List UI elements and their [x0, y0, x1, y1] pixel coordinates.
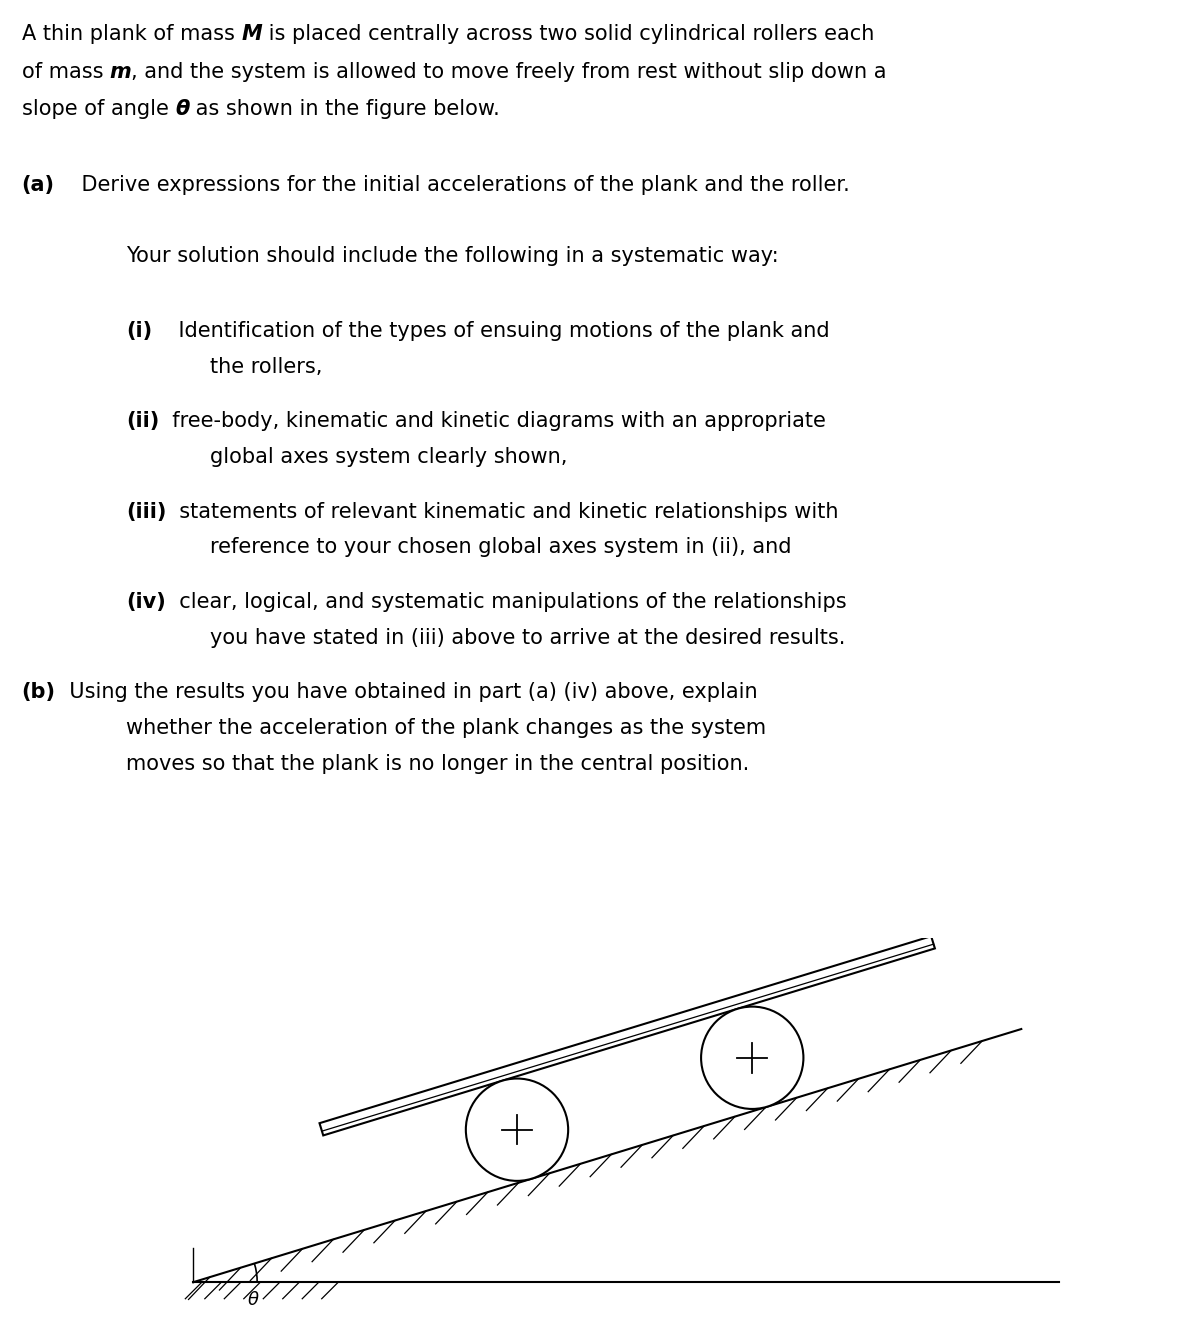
- Text: statements of relevant kinematic and kinetic relationships with: statements of relevant kinematic and kin…: [167, 502, 839, 521]
- Text: as shown in the figure below.: as shown in the figure below.: [190, 99, 500, 120]
- Text: M: M: [241, 24, 262, 44]
- Text: $\theta$: $\theta$: [247, 1291, 260, 1309]
- Text: θ: θ: [175, 99, 190, 120]
- Text: (a): (a): [22, 175, 55, 195]
- Text: whether the acceleration of the plank changes as the system: whether the acceleration of the plank ch…: [126, 719, 766, 737]
- Text: reference to your chosen global axes system in (ii), and: reference to your chosen global axes sys…: [210, 537, 792, 557]
- Circle shape: [701, 1007, 804, 1109]
- Text: is placed centrally across two solid cylindrical rollers each: is placed centrally across two solid cyl…: [262, 24, 875, 44]
- Text: A thin plank of mass: A thin plank of mass: [22, 24, 241, 44]
- Text: m: m: [109, 62, 132, 82]
- Text: (iii): (iii): [126, 502, 167, 521]
- Text: Derive expressions for the initial accelerations of the plank and the roller.: Derive expressions for the initial accel…: [55, 175, 850, 195]
- Text: Identification of the types of ensuing motions of the plank and: Identification of the types of ensuing m…: [152, 321, 829, 341]
- Circle shape: [466, 1078, 568, 1180]
- Text: , and the system is allowed to move freely from rest without slip down a: , and the system is allowed to move free…: [132, 62, 887, 82]
- Text: (i): (i): [126, 321, 152, 341]
- Text: free-body, kinematic and kinetic diagrams with an appropriate: free-body, kinematic and kinetic diagram…: [160, 411, 826, 431]
- Text: (ii): (ii): [126, 411, 160, 431]
- Text: global axes system clearly shown,: global axes system clearly shown,: [210, 447, 568, 467]
- Text: (b): (b): [22, 682, 55, 702]
- Text: of mass: of mass: [22, 62, 109, 82]
- Polygon shape: [319, 936, 935, 1135]
- Text: (iv): (iv): [126, 592, 166, 612]
- Text: Using the results you have obtained in part (a) (iv) above, explain: Using the results you have obtained in p…: [55, 682, 757, 702]
- Text: moves so that the plank is no longer in the central position.: moves so that the plank is no longer in …: [126, 753, 749, 774]
- Text: you have stated in (iii) above to arrive at the desired results.: you have stated in (iii) above to arrive…: [210, 627, 845, 647]
- Text: clear, logical, and systematic manipulations of the relationships: clear, logical, and systematic manipulat…: [166, 592, 846, 612]
- Text: Your solution should include the following in a systematic way:: Your solution should include the followi…: [126, 246, 779, 266]
- Text: the rollers,: the rollers,: [210, 357, 323, 377]
- Text: slope of angle: slope of angle: [22, 99, 175, 120]
